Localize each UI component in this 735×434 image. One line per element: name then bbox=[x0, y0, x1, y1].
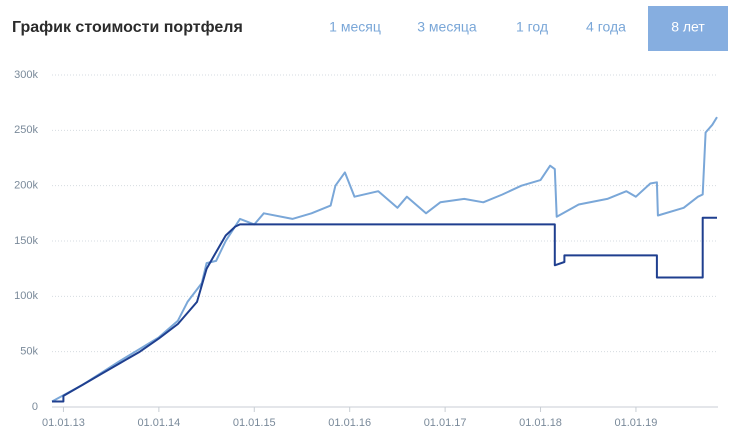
active-tab-bg[interactable] bbox=[648, 6, 728, 51]
y-tick-label: 200k bbox=[14, 180, 38, 192]
x-tick-label: 01.01.19 bbox=[615, 417, 658, 429]
period-tab[interactable]: 4 года bbox=[586, 19, 626, 35]
period-tab[interactable]: 1 год bbox=[516, 19, 548, 35]
period-tab[interactable]: 3 месяца bbox=[417, 19, 477, 35]
chart-title: График стоимости портфеля bbox=[12, 19, 243, 36]
period-tab[interactable]: 1 месяц bbox=[329, 19, 381, 35]
x-tick-label: 01.01.17 bbox=[424, 417, 467, 429]
series-line bbox=[52, 216, 717, 403]
y-tick-label: 100k bbox=[14, 290, 38, 302]
y-tick-label: 250k bbox=[14, 124, 38, 136]
x-tick-label: 01.01.13 bbox=[42, 417, 85, 429]
y-tick-label: 150k bbox=[14, 235, 38, 247]
y-tick-label: 300k bbox=[14, 69, 38, 81]
x-tick-label: 01.01.15 bbox=[233, 417, 276, 429]
series-line bbox=[51, 116, 718, 403]
y-tick-label: 50k bbox=[20, 346, 38, 358]
x-tick-label: 01.01.16 bbox=[328, 417, 371, 429]
x-tick-label: 01.01.14 bbox=[137, 417, 180, 429]
x-tick-label: 01.01.18 bbox=[519, 417, 562, 429]
period-tab[interactable]: 8 лет bbox=[671, 19, 705, 35]
period-tabs: 1 месяц 3 месяца 1 год 4 года 8 лет bbox=[329, 6, 728, 51]
y-tick-label: 0 bbox=[32, 401, 38, 413]
